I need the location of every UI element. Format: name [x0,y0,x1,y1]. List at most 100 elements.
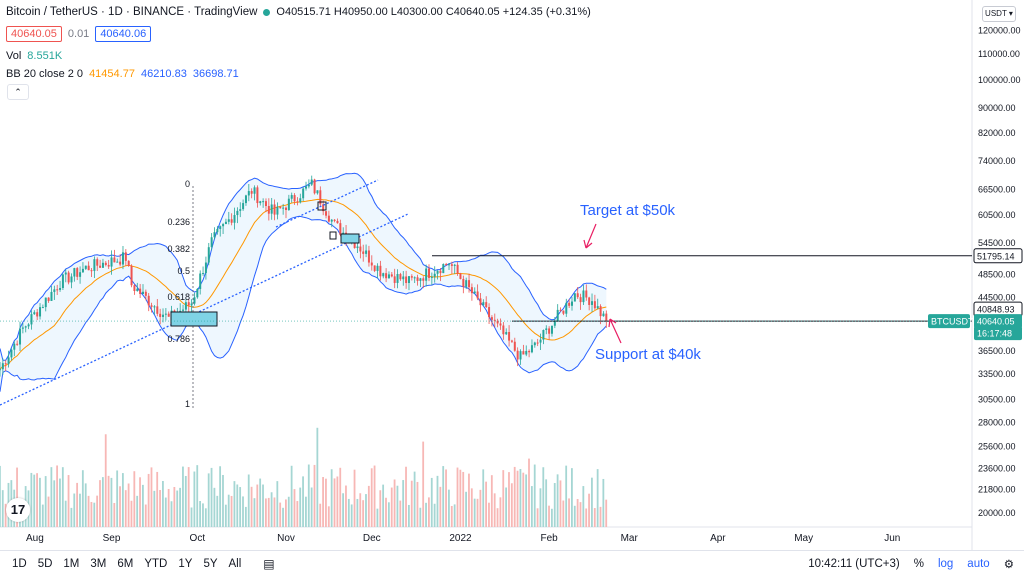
percent-toggle[interactable]: % [913,558,924,570]
fib-label: 0.786 [167,334,190,344]
clock-readout[interactable]: 10:42:11 (UTC+3) [808,558,900,570]
candle-body [247,191,250,196]
volume-bar [565,465,568,527]
timeframe-ytd[interactable]: YTD [144,558,168,570]
candle-body [121,252,124,265]
log-toggle[interactable]: log [937,558,954,570]
buy-price-button[interactable]: 40640.06 [95,26,152,42]
volume-bar [579,502,582,527]
candle-body [84,265,87,269]
candle-body [365,250,368,254]
y-tick-label: 110000.00 [978,49,1020,59]
volume-bar [184,475,187,527]
candle-body [10,349,13,358]
timeframe-3m[interactable]: 3M [90,558,107,570]
volume-bar [548,505,550,527]
y-tick-label: 36500.00 [978,346,1016,356]
volume-bar [287,496,290,527]
symbol-tag-bg [928,314,970,329]
x-tick-label: Apr [710,533,726,544]
volume-bar [513,466,516,527]
candle-body [405,276,408,284]
candle-body [445,264,448,266]
candle-body [459,273,462,279]
volume-bar [499,497,502,527]
candle-body [456,264,459,274]
volume-bar [390,487,393,527]
timeframe-5y[interactable]: 5Y [203,558,218,570]
calendar-icon[interactable]: ▤ [263,557,275,571]
candle-body [207,247,210,263]
candle-body [305,186,308,189]
candle-body [419,278,422,281]
marker-box [317,201,327,211]
volume-bar [382,484,385,527]
trendline-lower [0,213,409,406]
candle-body [433,273,436,277]
volume-bar [465,491,467,527]
candle-body [56,289,59,291]
candle-body [493,319,496,321]
candle-body [325,211,328,216]
y-tick-label: 120000.00 [978,26,1021,36]
tradingview-logo[interactable]: 17 [6,498,30,522]
volume-bar [516,470,519,527]
volume-bar [59,478,61,527]
candle-body [59,288,62,290]
volume-bar [568,498,570,527]
timeframe-6m[interactable]: 6M [117,558,134,570]
auto-toggle[interactable]: auto [967,558,990,570]
candle-body [159,313,162,317]
timeframe-1m[interactable]: 1M [63,558,80,570]
timeframe-all[interactable]: All [228,558,242,570]
target-annotation: Target at $50k [580,202,676,219]
candle-body [299,198,302,203]
candle-body [476,291,479,299]
volume-bar [356,498,359,527]
y-tick-label: 33500.00 [978,369,1016,379]
volume-bar [399,500,402,527]
collapse-legend-button[interactable]: ⌃ [7,84,29,100]
volume-bar [336,476,339,527]
timeframe-1y[interactable]: 1Y [178,558,193,570]
bb-upper-value: 46210.83 [140,68,187,80]
timeframe-5d[interactable]: 5D [37,558,53,570]
candle-body [319,190,322,205]
chart-title[interactable]: Bitcoin / TetherUS · 1D · BINANCE · Trad… [6,6,258,18]
candle-body [399,274,402,280]
volume-legend[interactable]: Vol 8.551K [6,50,62,62]
candle-body [187,302,190,306]
volume-bar [316,427,319,527]
timeframe-1d[interactable]: 1D [12,558,27,570]
candle-body [402,276,405,280]
volume-bar [285,499,287,527]
currency-select[interactable]: USDT ▾ [982,6,1016,22]
candle-body [222,224,225,227]
volume-bar [207,473,210,527]
y-tick-label: 30500.00 [978,394,1016,404]
candle-body [553,320,556,326]
x-tick-label: Aug [26,533,44,544]
settings-gear-icon[interactable]: ⚙ [1003,559,1014,571]
candle-body [267,206,270,214]
candle-body [362,251,365,254]
x-tick-label: 2022 [449,533,472,544]
bb-legend[interactable]: BB 20 close 2 0 41454.77 46210.83 36698.… [6,68,239,80]
volume-bar [585,508,588,527]
candle-body [150,305,153,307]
x-tick-label: Dec [363,533,381,544]
candle-body [390,274,393,277]
volume-bar [502,470,505,527]
volume-bar [267,497,270,527]
candle-body [488,307,491,318]
sell-price-button[interactable]: 40640.05 [6,26,62,42]
volume-bar [602,478,605,527]
volume-bar [264,498,267,527]
volume-bar [556,474,559,527]
candle-body [396,274,399,283]
candle-body [1,363,4,370]
volume-bar [119,486,121,527]
volume-bar [133,471,136,527]
volume-bar [448,489,450,527]
